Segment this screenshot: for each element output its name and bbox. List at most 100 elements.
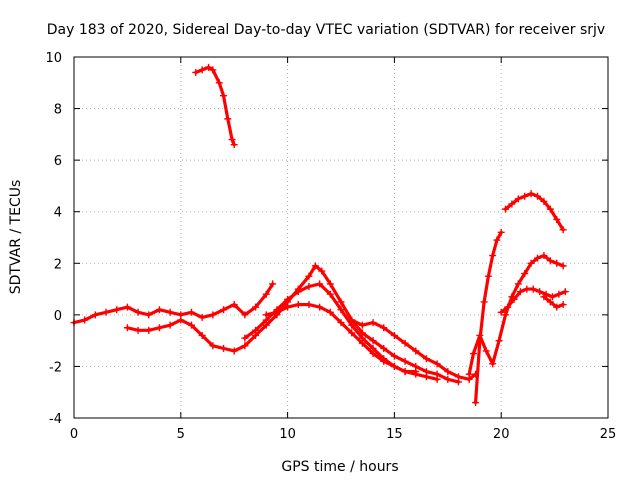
data-point <box>294 301 302 309</box>
plot-frame <box>73 56 609 419</box>
data-point <box>514 195 522 203</box>
data-point <box>401 368 409 376</box>
data-point <box>553 303 561 311</box>
data-point <box>484 272 492 280</box>
data-point <box>220 306 228 314</box>
series-track-3 <box>123 262 462 386</box>
data-point <box>305 301 313 309</box>
data-point <box>91 311 99 319</box>
data-point <box>465 370 473 378</box>
data-point <box>546 257 554 265</box>
data-point <box>489 252 497 260</box>
data-point <box>134 308 142 316</box>
data-point <box>514 280 522 288</box>
y-tick-label: 10 <box>45 51 62 66</box>
data-point <box>510 295 518 303</box>
data-point <box>337 298 345 306</box>
data-point <box>220 344 228 352</box>
y-tick-label: -2 <box>49 360 62 375</box>
data-point <box>269 280 277 288</box>
series-trace <box>125 264 461 384</box>
series-track-2 <box>70 280 277 327</box>
data-point <box>209 342 217 350</box>
data-point <box>504 303 512 311</box>
y-tick-label: 0 <box>54 309 62 324</box>
data-point <box>294 288 302 296</box>
data-point <box>501 311 509 319</box>
data-point <box>390 362 398 370</box>
data-point <box>123 324 131 332</box>
x-tick-label: 10 <box>279 427 296 442</box>
data-point <box>305 282 313 290</box>
data-series <box>70 63 569 407</box>
data-point <box>273 308 281 316</box>
x-tick-label: 20 <box>493 427 510 442</box>
y-tick-label: 8 <box>54 103 62 118</box>
series-trace <box>503 192 565 232</box>
data-point <box>422 355 430 363</box>
data-point <box>81 316 89 324</box>
series-trace <box>243 282 439 381</box>
data-point <box>497 228 505 236</box>
data-point <box>241 342 249 350</box>
series-track-10 <box>540 293 567 311</box>
data-point <box>113 306 121 314</box>
data-point <box>145 311 153 319</box>
data-point <box>123 303 131 311</box>
data-point <box>553 259 561 267</box>
data-point <box>412 347 420 355</box>
y-tick-label: 6 <box>54 154 62 169</box>
series-track-7 <box>472 228 505 407</box>
data-point <box>155 324 163 332</box>
data-point <box>454 373 462 381</box>
data-point <box>433 375 441 383</box>
data-point <box>444 375 452 383</box>
series-trace <box>542 295 565 309</box>
data-point <box>192 68 200 76</box>
series-trace <box>473 230 503 405</box>
series-track-4 <box>241 280 441 383</box>
data-point <box>348 316 356 324</box>
y-axis-label: SDTVAR / TECUs <box>8 180 24 295</box>
data-point <box>546 298 554 306</box>
y-tick-label: 2 <box>54 257 62 272</box>
data-point <box>228 136 236 144</box>
data-point <box>358 339 366 347</box>
x-tick-label: 15 <box>386 427 403 442</box>
series-trace <box>264 302 418 374</box>
grid-lines <box>74 57 608 418</box>
data-point <box>337 319 345 327</box>
data-point <box>369 319 377 327</box>
data-point <box>209 311 217 319</box>
data-point <box>540 197 548 205</box>
data-point <box>209 66 217 74</box>
data-point <box>337 306 345 314</box>
data-point <box>497 308 505 316</box>
axis-ticks: 0 5 10 15 20 25 -4 -2 0 2 4 6 8 10 <box>45 51 616 442</box>
x-tick-label: 25 <box>600 427 617 442</box>
data-point <box>444 368 452 376</box>
data-point <box>401 357 409 365</box>
data-point <box>559 226 567 234</box>
series-trace <box>194 65 236 147</box>
data-point <box>495 337 503 345</box>
data-point <box>224 115 232 123</box>
data-point <box>521 192 529 200</box>
data-point <box>198 66 206 74</box>
data-point <box>284 295 292 303</box>
data-point <box>523 285 531 293</box>
data-point <box>348 329 356 337</box>
data-point <box>369 337 377 345</box>
data-point <box>553 215 561 223</box>
data-point <box>555 290 563 298</box>
data-point <box>521 270 529 278</box>
data-point <box>230 347 238 355</box>
y-tick-label: 4 <box>54 206 62 221</box>
data-point <box>262 290 270 298</box>
data-point <box>369 350 377 358</box>
data-point <box>198 313 206 321</box>
data-point <box>561 288 569 296</box>
data-point <box>536 288 544 296</box>
data-point <box>480 298 488 306</box>
data-point <box>102 308 110 316</box>
